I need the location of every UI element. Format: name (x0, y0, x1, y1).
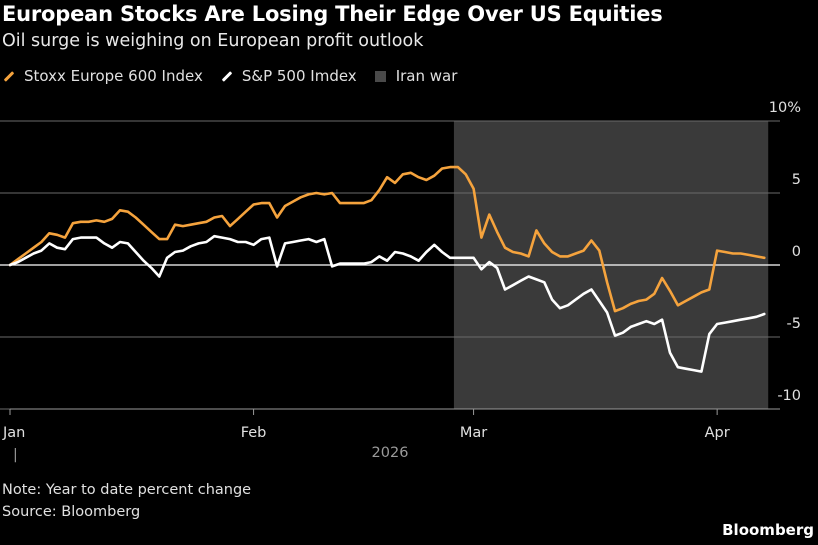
series-line-stoxx-europe-600 (8, 165, 766, 313)
legend-swatch-iran-war (374, 70, 386, 82)
legend-label-sp500: S&P 500 Imdex (241, 67, 357, 85)
y-tick-label: 5 (792, 172, 801, 188)
x-tick-label: Feb (241, 425, 267, 441)
footnote: Note: Year to date percent change (2, 482, 252, 498)
y-tick-label: -10 (777, 388, 801, 404)
x-tick-label: Apr (705, 425, 730, 441)
legend-item-iran-war: Iran war (374, 67, 458, 85)
x-tick-label: Jan (2, 425, 25, 441)
legend: Stoxx Europe 600 Index S&P 500 Imdex Ira… (3, 66, 475, 86)
bloomberg-logo: Bloomberg (722, 521, 814, 539)
source-note: Source: Bloomberg (2, 504, 141, 520)
chart-title: European Stocks Are Losing Their Edge Ov… (2, 2, 663, 26)
x-tick-label: Mar (460, 425, 487, 441)
legend-label-iran-war: Iran war (395, 67, 458, 85)
chart-subtitle: Oil surge is weighing on European profit… (2, 31, 424, 51)
legend-item-stoxx: Stoxx Europe 600 Index (3, 67, 203, 85)
y-tick-label: 0 (792, 244, 801, 260)
y-tick-label: -5 (787, 316, 801, 332)
series-line-sp500 (8, 234, 766, 373)
legend-label-stoxx: Stoxx Europe 600 Index (24, 67, 203, 85)
year-divider: | (13, 447, 18, 463)
y-tick-label: 10% (769, 100, 801, 116)
legend-item-sp500: S&P 500 Imdex (221, 67, 357, 85)
year-label: 2026 (372, 445, 409, 461)
